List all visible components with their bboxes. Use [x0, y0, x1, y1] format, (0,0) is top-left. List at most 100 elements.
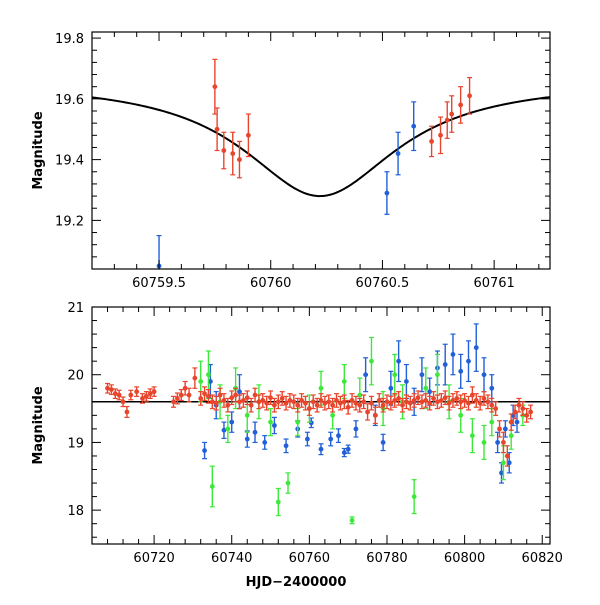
data-point [423, 385, 429, 391]
data-point [212, 84, 218, 90]
data-point [349, 398, 355, 403]
data-point [229, 419, 235, 425]
data-point [318, 385, 324, 391]
y-axis-title: Magnitude [31, 111, 46, 190]
data-point [262, 440, 268, 445]
data-point [336, 433, 341, 439]
data-point [229, 395, 235, 401]
data-point [467, 93, 472, 99]
chart-panel-top: 60759.5 60760 60760.5 60761 19.2 19.4 19.6 19.8… [31, 31, 551, 291]
data-point [213, 400, 219, 406]
data-point [202, 448, 207, 453]
data-point [198, 379, 204, 384]
data-point [449, 111, 455, 117]
data-point [400, 402, 405, 408]
data-point [252, 392, 258, 398]
data-point [363, 372, 369, 378]
x-tick-label: 60720 [133, 551, 174, 566]
data-point [287, 398, 293, 403]
data-point [438, 398, 444, 403]
data-point [272, 402, 277, 408]
data-point [206, 393, 211, 399]
y-tick-label: 19.4 [55, 154, 84, 169]
data-point [147, 391, 153, 397]
data-point [225, 426, 231, 432]
x-tick-label: 60780 [366, 551, 407, 566]
series-2 [105, 367, 534, 467]
data-point [341, 450, 347, 455]
data-point [466, 400, 471, 406]
data-point [415, 395, 421, 401]
data-point [442, 395, 448, 401]
data-point [345, 404, 351, 410]
data-point [407, 400, 413, 406]
data-point [380, 402, 386, 408]
data-point [446, 400, 452, 406]
data-point [237, 157, 242, 163]
data-point [330, 402, 336, 408]
data-point [435, 372, 440, 378]
data-point [369, 358, 374, 364]
data-point [305, 436, 310, 442]
data-point [512, 409, 518, 415]
data-point [392, 398, 398, 403]
data-point [485, 399, 491, 405]
data-point [275, 399, 281, 405]
x-tick-label: 60740 [211, 551, 252, 566]
data-point [353, 400, 359, 406]
data-point [326, 399, 332, 405]
x-axis-title: HJD−2400000 [246, 575, 347, 590]
data-point [349, 517, 355, 523]
data-point [384, 399, 390, 405]
data-point [442, 362, 448, 367]
data-point [419, 372, 425, 378]
data-point [395, 151, 401, 156]
data-point [411, 494, 417, 499]
data-point [120, 399, 126, 405]
data-point [209, 399, 215, 405]
data-point [345, 446, 351, 452]
data-point [112, 391, 118, 397]
data-point [388, 400, 394, 406]
data-point [516, 402, 522, 408]
data-point [431, 396, 436, 401]
data-point [458, 368, 464, 374]
data-point [403, 399, 409, 405]
data-point [303, 400, 308, 406]
data-point [260, 398, 266, 403]
data-point [427, 389, 433, 395]
data-point [248, 402, 254, 408]
data-point [353, 426, 359, 432]
data-point [357, 392, 363, 398]
data-point [495, 440, 501, 445]
data-point [388, 385, 394, 391]
data-point [285, 480, 291, 486]
data-point [528, 409, 533, 415]
data-point [221, 427, 227, 433]
data-point [322, 400, 328, 406]
x-tick-label: 60760 [289, 551, 330, 566]
data-point [481, 396, 487, 401]
y-axis-title: Magnitude [31, 386, 46, 465]
data-point [116, 392, 122, 398]
data-point [427, 400, 433, 406]
data-point [268, 395, 273, 401]
data-point [489, 402, 495, 408]
data-point [245, 132, 251, 138]
y-tick-label: 21 [67, 301, 84, 316]
data-point [508, 433, 514, 439]
data-point [279, 396, 285, 401]
data-point [429, 138, 434, 144]
y-tick-label: 19.8 [55, 32, 84, 47]
data-point [217, 392, 223, 398]
data-point [207, 379, 213, 384]
x-tick-label: 60761 [473, 276, 514, 291]
data-point [244, 395, 250, 401]
data-point [214, 126, 220, 132]
data-point [143, 393, 149, 399]
data-point [435, 399, 440, 405]
data-point [489, 419, 495, 425]
data-point [178, 392, 184, 398]
data-point [411, 398, 417, 403]
x-tick-label: 60820 [522, 551, 563, 566]
